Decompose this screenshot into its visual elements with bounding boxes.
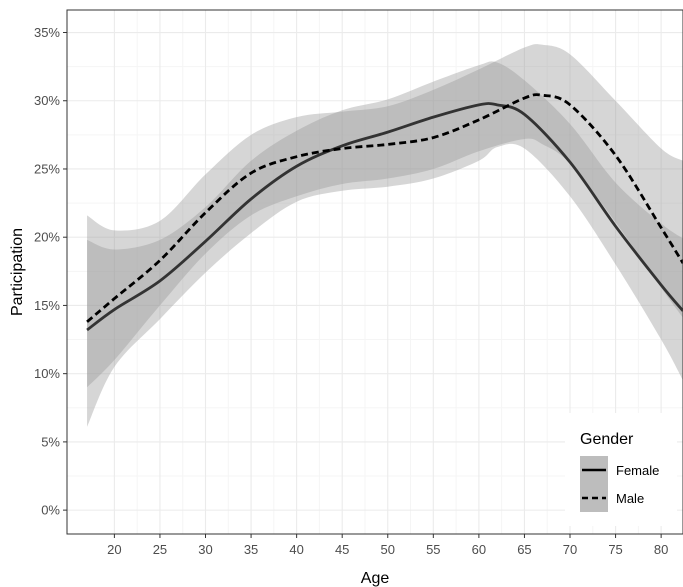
y-tick-label: 10% — [34, 366, 60, 381]
y-axis: 0% 5% 10% 15% 20% 25% 30% 35% — [34, 25, 67, 518]
x-axis-title: Age — [361, 570, 390, 587]
y-tick-label: 30% — [34, 93, 60, 108]
x-tick-label: 45 — [335, 542, 349, 557]
line-female — [86, 102, 683, 332]
major-gridlines — [67, 10, 683, 534]
x-tick-label: 65 — [517, 542, 531, 557]
panel-border — [66, 9, 683, 535]
legend: Gender Female Male — [565, 413, 677, 526]
x-tick-label: 25 — [153, 542, 167, 557]
x-tick-label: 70 — [563, 542, 577, 557]
x-tick-label: 80 — [654, 542, 668, 557]
legend-label-male: Male — [616, 491, 644, 506]
series-lines — [86, 93, 683, 332]
x-axis: 20 25 30 35 40 45 50 55 60 65 70 75 80 — [107, 534, 668, 557]
ribbon-female — [87, 61, 683, 427]
y-tick-label: 35% — [34, 25, 60, 40]
y-tick-label: 5% — [41, 434, 60, 449]
y-tick-label: 20% — [34, 230, 60, 245]
y-axis-title: Participation — [9, 228, 26, 316]
x-tick-label: 30 — [198, 542, 212, 557]
x-tick-label: 55 — [426, 542, 440, 557]
legend-title: Gender — [580, 431, 634, 448]
ribbon-male — [87, 44, 683, 388]
y-tick-label: 0% — [41, 503, 60, 518]
x-tick-label: 50 — [381, 542, 395, 557]
x-tick-label: 35 — [244, 542, 258, 557]
line-male — [86, 93, 683, 323]
y-tick-label: 15% — [34, 298, 60, 313]
x-tick-label: 75 — [608, 542, 622, 557]
x-tick-label: 60 — [472, 542, 486, 557]
confidence-ribbons — [87, 44, 683, 427]
x-tick-label: 40 — [289, 542, 303, 557]
x-tick-label: 20 — [107, 542, 121, 557]
y-tick-label: 25% — [34, 161, 60, 176]
legend-label-female: Female — [616, 463, 659, 478]
